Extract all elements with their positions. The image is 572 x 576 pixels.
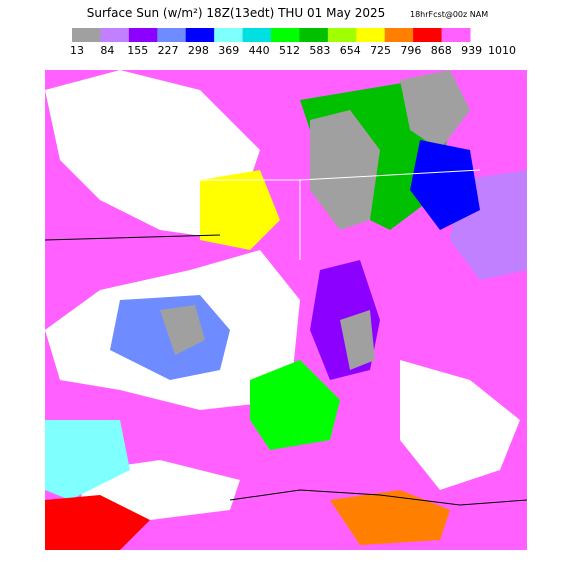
cloud-region [250, 360, 340, 450]
run-label: 18hrFcst@00z NAM [410, 10, 488, 19]
cloud-region [45, 420, 130, 500]
legend-label: 13 [70, 44, 84, 57]
boundary [44, 234, 528, 506]
legend-label: 868 [431, 44, 452, 57]
legend-label: 512 [279, 44, 300, 57]
legend-label: 84 [100, 44, 114, 57]
cloud-region [310, 110, 380, 230]
state-line [120, 169, 481, 260]
legend-label: 1010 [488, 44, 516, 57]
legend-label: 298 [188, 44, 209, 57]
legend-label: 155 [127, 44, 148, 57]
cloud-region [330, 490, 450, 545]
legend-label: 369 [218, 44, 239, 57]
cloud-region [340, 310, 375, 370]
legend-label: 583 [309, 44, 330, 57]
legend-swatch [242, 28, 272, 42]
cloud-region [160, 305, 205, 355]
legend-swatch [384, 28, 414, 42]
cloud-region [410, 140, 480, 230]
legend-swatch [157, 28, 187, 42]
legend-label: 725 [370, 44, 391, 57]
legend-label: 440 [249, 44, 270, 57]
legend-swatch [356, 28, 386, 42]
cloud-region [45, 495, 150, 550]
legend-swatch [128, 28, 158, 42]
cloud-region [400, 70, 470, 150]
legend-swatch [72, 28, 101, 42]
legend-label: 227 [158, 44, 179, 57]
legend-swatch [185, 28, 215, 42]
map-title: Surface Sun (w/m²) 18Z(13edt) THU 01 May… [87, 6, 386, 20]
legend-label: 796 [400, 44, 421, 57]
legend-swatch [214, 28, 244, 42]
legend-swatch [100, 28, 130, 42]
legend-swatch [327, 28, 357, 42]
legend-swatch [413, 28, 443, 42]
legend-swatch [441, 28, 471, 42]
legend-swatch [271, 28, 300, 42]
clear-region [400, 360, 520, 490]
legend-swatch [299, 28, 329, 42]
map-field [44, 70, 528, 550]
legend-label: 939 [461, 44, 482, 57]
color-legend: 13 84 155 227 298 369 440 512 583 654 725 796 868 939… [70, 28, 516, 57]
cloud-region [200, 170, 280, 250]
legend-label: 654 [340, 44, 361, 57]
